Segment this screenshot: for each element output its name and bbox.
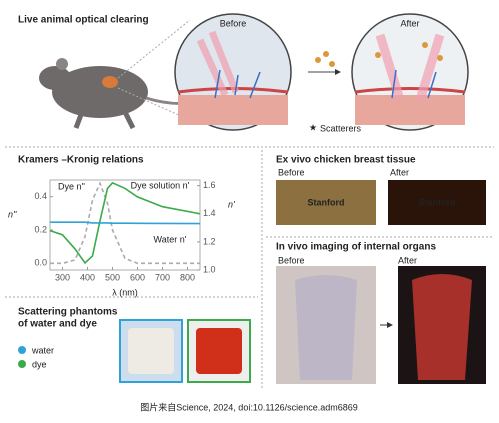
x-tick-label: 700	[155, 272, 170, 282]
before-label: Before	[278, 167, 305, 177]
panel-title: Ex vivo chicken breast tissue	[276, 155, 416, 166]
scatterer-icons	[315, 51, 335, 67]
x-tick-label: 300	[55, 272, 70, 282]
plot-frame	[49, 179, 201, 271]
y2-axis-label: n'	[228, 199, 235, 209]
legend-star: ★	[309, 122, 317, 132]
caption: 图片来自Science, 2024, doi:10.1126/science.a…	[140, 401, 357, 412]
x-tick-label: 400	[80, 272, 95, 282]
organ	[412, 274, 472, 380]
legend-label: Scatterers	[320, 123, 362, 133]
after-circle	[351, 13, 469, 131]
before-circle	[174, 13, 292, 131]
stanford-text: Stanford	[308, 197, 345, 207]
y-tick-label: 0.0	[34, 258, 47, 268]
y2-tick-label: 1.0	[203, 264, 216, 274]
series-line	[49, 181, 201, 265]
series-label: Dye solution n'	[131, 180, 190, 190]
organ	[295, 275, 357, 380]
y2-tick-label: 1.2	[203, 236, 216, 246]
y2-tick-label: 1.4	[203, 208, 216, 218]
after-label: After	[400, 18, 419, 28]
after-label: After	[390, 167, 409, 177]
before-label: Before	[220, 18, 247, 28]
y-tick-label: 0.2	[34, 224, 47, 234]
tissue-photo	[276, 180, 376, 225]
y-tick-label: 0.4	[34, 191, 47, 201]
y-axis-label: n''	[8, 209, 17, 219]
tissue-photo	[388, 180, 486, 225]
x-tick-label: 500	[105, 272, 120, 282]
panel-title: Scattering phantoms	[18, 307, 118, 318]
legend-label: water	[31, 345, 54, 355]
chart-title: Kramers –Kronig relations	[18, 155, 144, 166]
y2-tick-label: 1.6	[203, 180, 216, 190]
stanford-text: Stanford	[419, 197, 456, 207]
after-label: After	[398, 255, 417, 265]
chart: Kramers –Kronig relations n'' n' λ (nm) …	[8, 155, 235, 298]
series-line	[50, 181, 200, 265]
panel-title: Live animal optical clearing	[18, 15, 149, 26]
legend-dot	[18, 360, 26, 368]
legend-dot	[18, 346, 26, 354]
before-label: Before	[278, 255, 305, 265]
series-label: Water n'	[154, 234, 187, 244]
x-axis-label: λ (nm)	[112, 287, 138, 297]
panel-title: of water and dye	[18, 319, 97, 330]
series-label: Dye n''	[58, 181, 85, 191]
series-line	[50, 221, 201, 225]
legend-label: dye	[32, 359, 47, 369]
panel-title: In vivo imaging of internal organs	[276, 242, 436, 253]
phantom	[196, 328, 242, 374]
phantom	[128, 328, 174, 374]
x-tick-label: 800	[180, 272, 195, 282]
x-tick-label: 600	[130, 272, 145, 282]
